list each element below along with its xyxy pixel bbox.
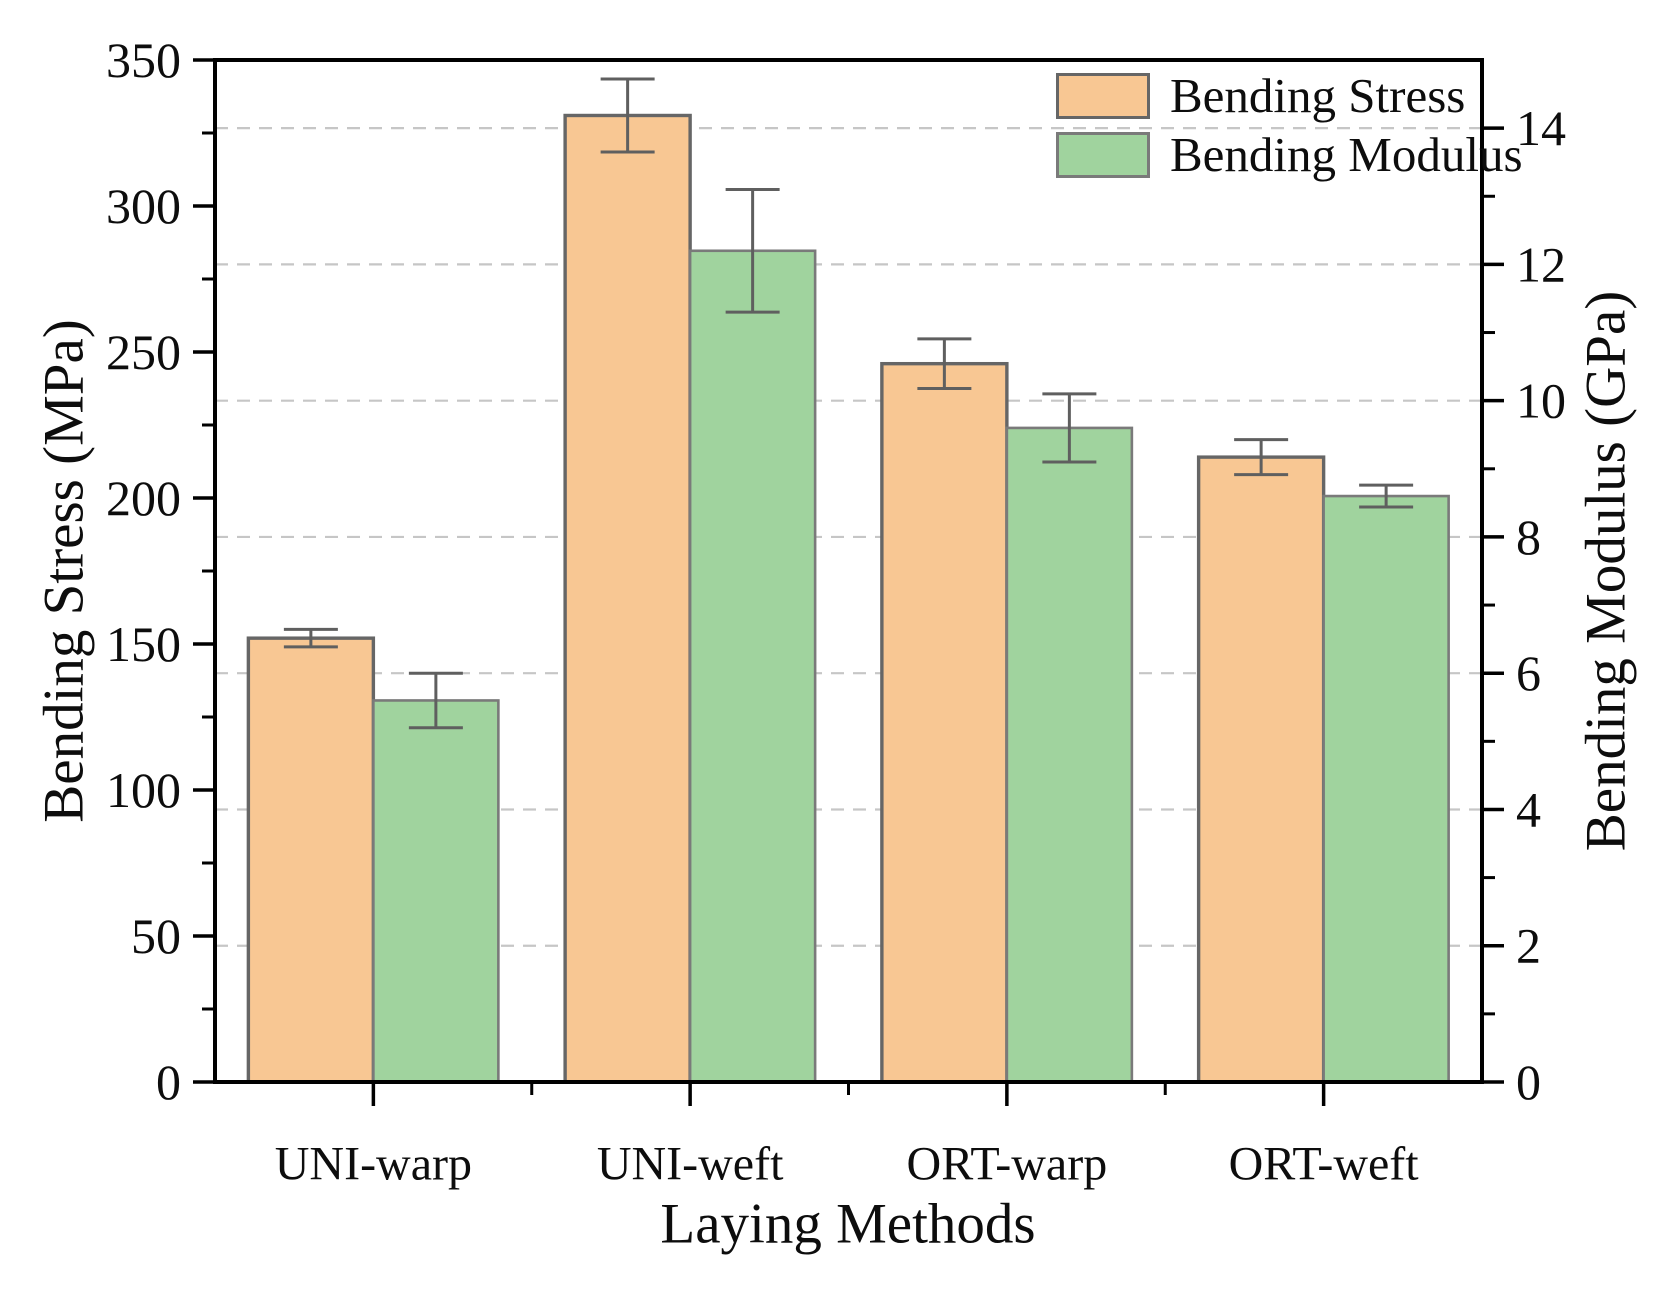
tick-label-left-200: 200	[106, 470, 181, 526]
right-axis-title: Bending Modulus (GPa)	[1574, 290, 1638, 852]
bar-ort-weft-stress	[1196, 455, 1326, 1084]
legend-label-bending-modulus: Bending Modulus	[1170, 127, 1523, 182]
bar-uni-weft-modulus	[688, 249, 817, 1084]
bar-ort-warp-stress	[880, 361, 1009, 1084]
tick-label-left-100: 100	[106, 762, 181, 818]
bar-uni-weft-stress	[563, 113, 692, 1084]
category-label-ort-warp: ORT-warp	[907, 1138, 1108, 1191]
legend-swatch-bending-stress	[1056, 73, 1150, 119]
tick-label-right-8: 8	[1516, 509, 1541, 565]
tick-label-right-4: 4	[1516, 781, 1541, 837]
tick-label-left-150: 150	[106, 616, 181, 672]
bar-ort-warp-modulus	[1005, 426, 1134, 1084]
tick-label-left-350: 350	[106, 32, 181, 88]
tick-label-left-0: 0	[156, 1054, 181, 1110]
tick-label-left-50: 50	[131, 908, 181, 964]
legend-swatch-bending-modulus	[1056, 132, 1150, 178]
x-axis-title: Laying Methods	[660, 1192, 1036, 1256]
tick-label-right-2: 2	[1516, 918, 1541, 974]
left-axis-title: Bending Stress (MPa)	[32, 319, 96, 823]
bar-ort-weft-modulus	[1322, 494, 1450, 1084]
legend-item-bending-modulus: Bending Modulus	[1056, 129, 1523, 181]
tick-label-right-12: 12	[1516, 236, 1566, 292]
category-label-ort-weft: ORT-weft	[1229, 1138, 1420, 1191]
legend-item-bending-stress: Bending Stress	[1056, 70, 1523, 122]
bar-uni-warp-stress	[246, 636, 376, 1084]
tick-label-right-10: 10	[1516, 373, 1566, 429]
category-label-uni-warp: UNI-warp	[275, 1138, 472, 1191]
tick-label-right-0: 0	[1516, 1054, 1541, 1110]
tick-label-left-250: 250	[106, 324, 181, 380]
tick-label-left-300: 300	[106, 178, 181, 234]
bar-uni-warp-modulus	[372, 699, 500, 1084]
tick-label-right-6: 6	[1516, 645, 1541, 701]
tick-label-right-14: 14	[1516, 100, 1566, 156]
category-label-uni-weft: UNI-weft	[597, 1138, 784, 1191]
legend: Bending Stress Bending Modulus	[1056, 70, 1523, 181]
legend-label-bending-stress: Bending Stress	[1170, 68, 1466, 123]
